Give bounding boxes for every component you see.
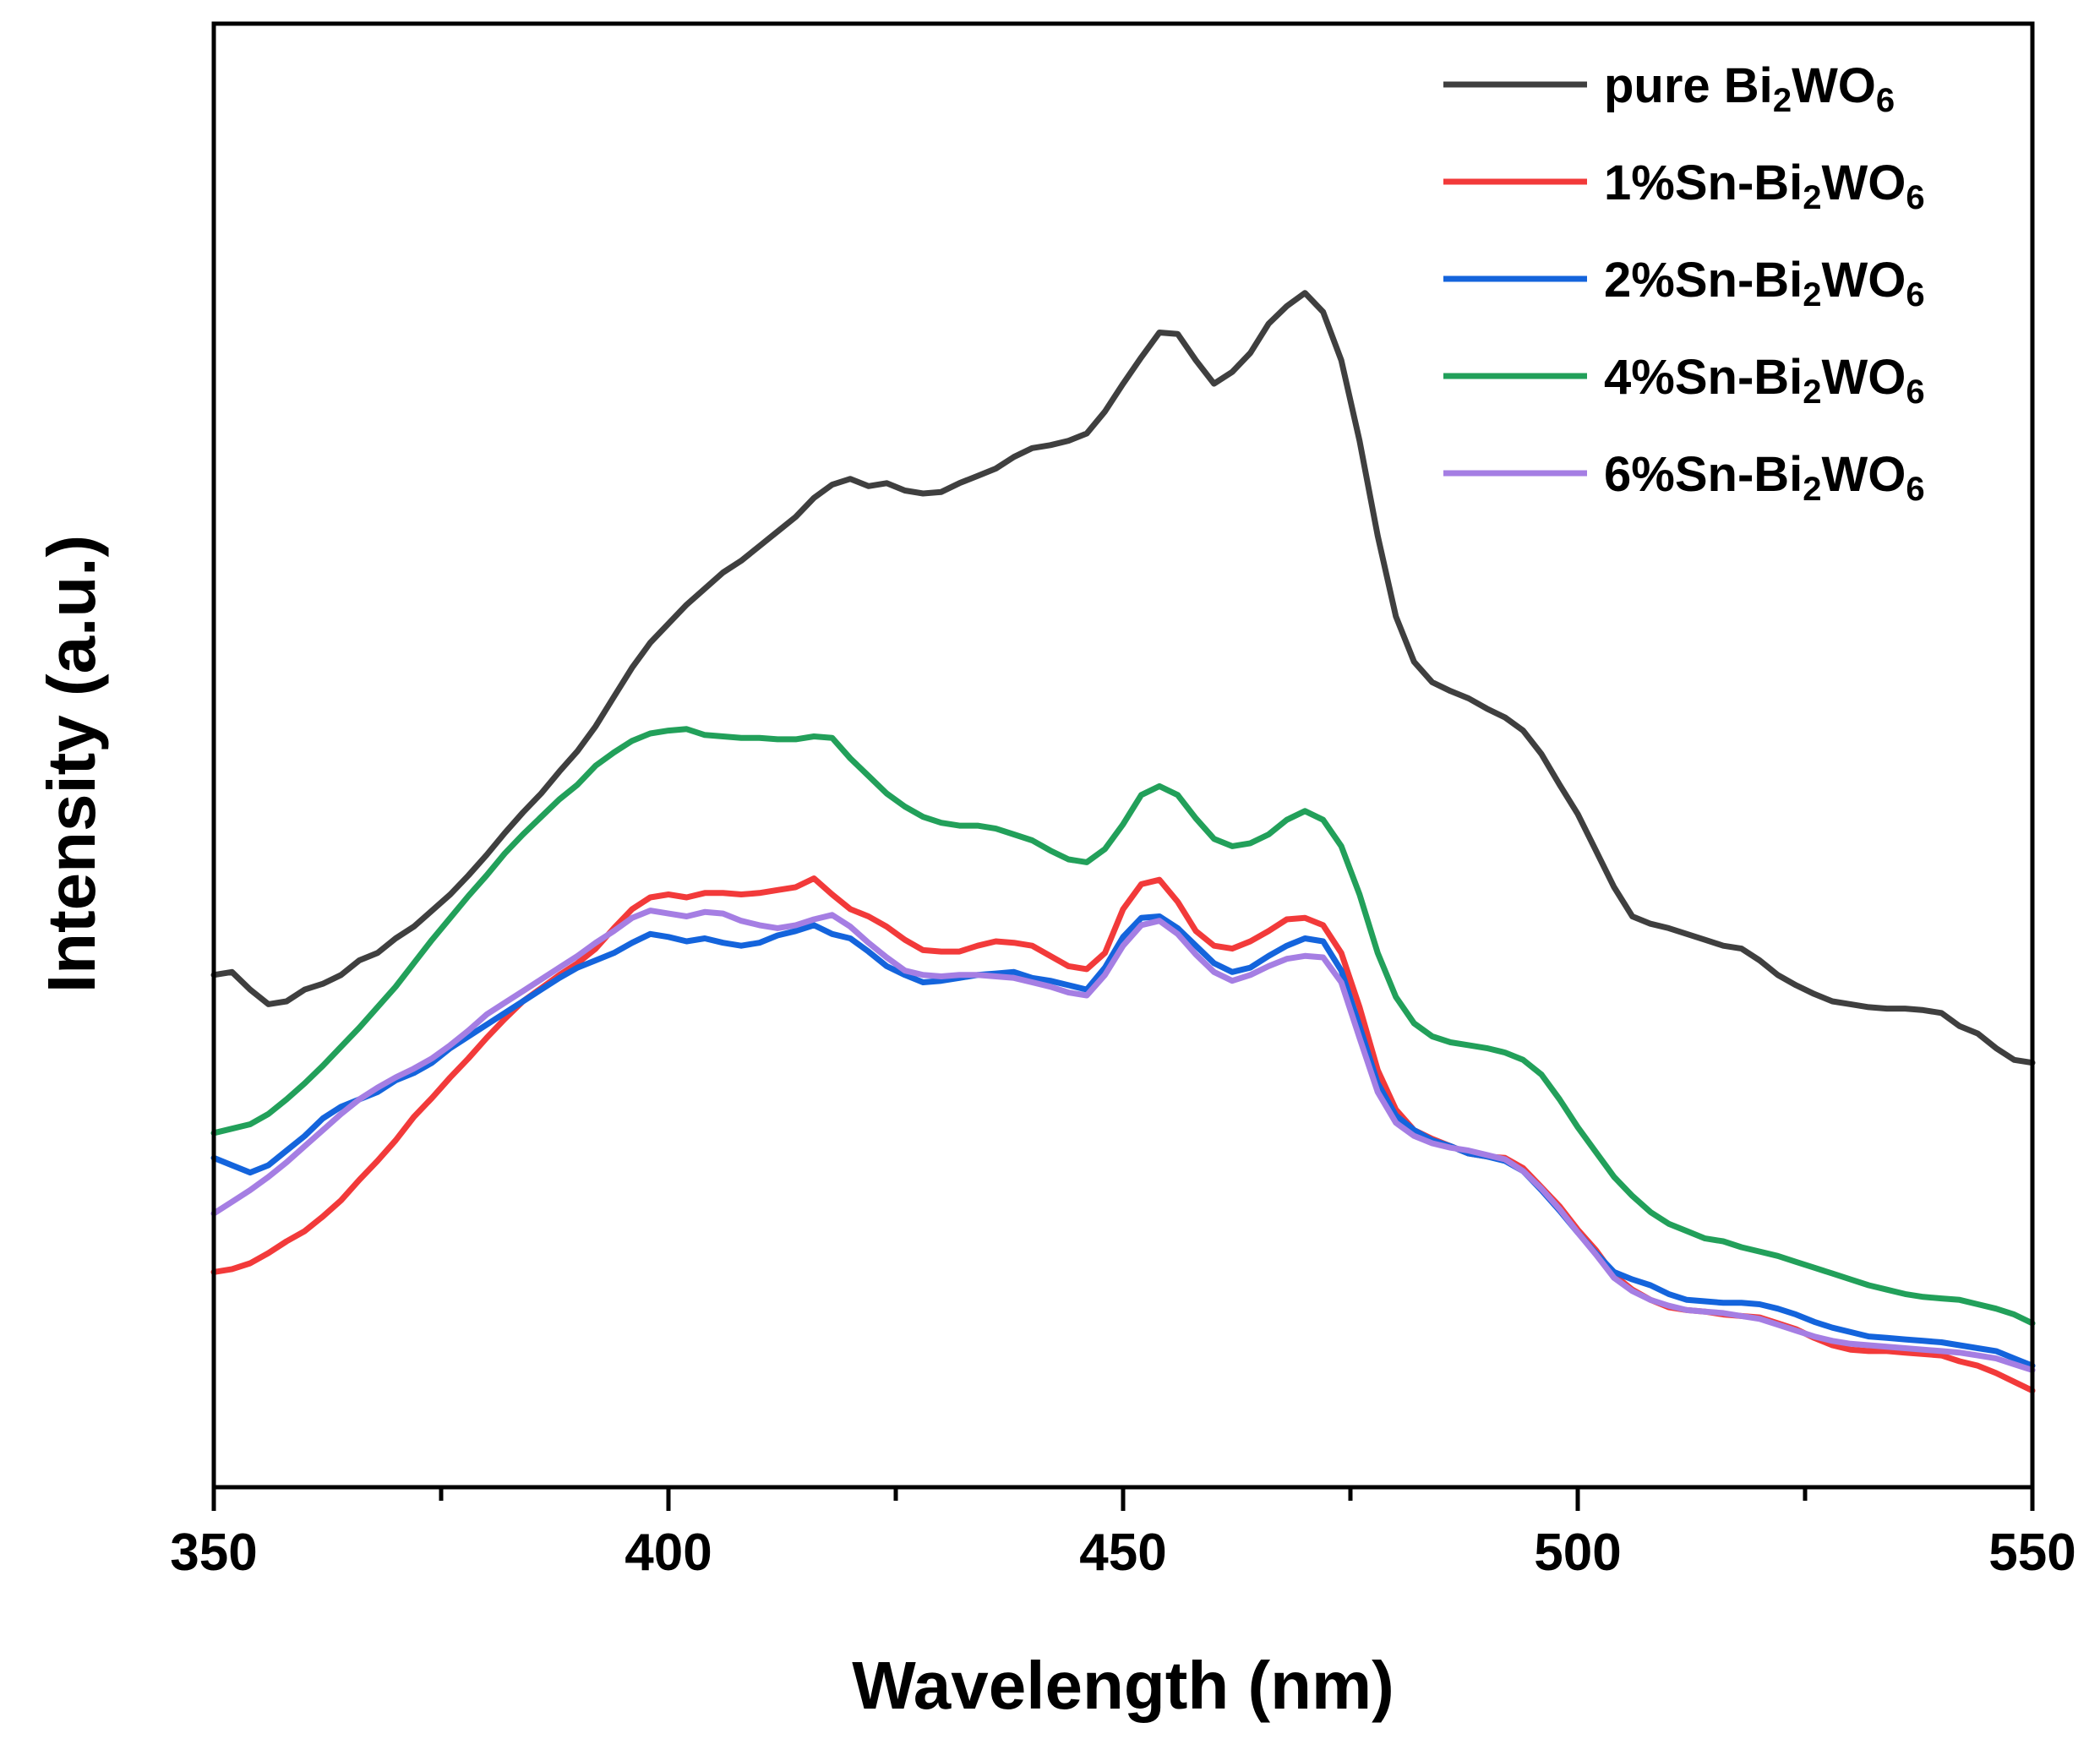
x-tick-labels: 350 400 450 500 550	[170, 1524, 2075, 1582]
legend-subscript: 6	[1906, 276, 1924, 313]
legend-text: pure Bi	[1604, 58, 1773, 113]
legend-text: 6%Sn-Bi	[1604, 447, 1803, 502]
legend-text: 4%Sn-Bi	[1604, 350, 1803, 405]
legend-subscript: 6	[1906, 373, 1924, 411]
legend-text: WO	[1822, 447, 1906, 502]
x-tick-label: 350	[170, 1524, 257, 1582]
series-line-2	[210, 913, 2036, 1369]
y-axis-title: Intensity (a.u.)	[34, 535, 109, 993]
axis-ticks	[211, 1487, 2035, 1511]
series-line-1	[210, 875, 2036, 1394]
x-tick-label: 550	[1988, 1524, 2075, 1582]
legend-text: WO	[1792, 58, 1876, 113]
series-line-0	[210, 290, 2036, 1066]
legend-subscript: 2	[1773, 82, 1792, 119]
legend-text: 1%Sn-Bi	[1604, 155, 1803, 210]
legend-label-2: 2%Sn-Bi2WO6	[1604, 253, 1925, 313]
legend-label-1: 1%Sn-Bi2WO6	[1604, 155, 1925, 216]
legend-subscript: 2	[1803, 471, 1821, 508]
legend-subscript: 2	[1803, 373, 1821, 411]
series-group	[210, 290, 2036, 1394]
legend-label-4: 6%Sn-Bi2WO6	[1604, 447, 1925, 508]
series-line-3	[210, 726, 2036, 1327]
x-axis-title: Wavelength (nm)	[852, 1648, 1394, 1723]
legend-text: WO	[1822, 350, 1906, 405]
legend-subscript: 2	[1803, 179, 1821, 216]
legend-subscript: 6	[1906, 471, 1924, 508]
x-tick-label: 500	[1534, 1524, 1621, 1582]
legend-subscript: 2	[1803, 276, 1821, 313]
legend-text: 2%Sn-Bi	[1604, 253, 1803, 308]
legend-subscript: 6	[1906, 179, 1924, 216]
legend-subscript: 6	[1876, 82, 1895, 119]
x-tick-label: 400	[625, 1524, 712, 1582]
legend: pure Bi2WO61%Sn-Bi2WO62%Sn-Bi2WO64%Sn-Bi…	[1443, 58, 1925, 508]
series-line-4	[210, 908, 2036, 1373]
x-tick-label: 450	[1079, 1524, 1166, 1582]
legend-text: WO	[1822, 253, 1906, 308]
legend-label-0: pure Bi2WO6	[1604, 58, 1895, 119]
plot-frame	[211, 21, 2035, 1490]
legend-text: WO	[1822, 155, 1906, 210]
legend-label-3: 4%Sn-Bi2WO6	[1604, 350, 1925, 411]
